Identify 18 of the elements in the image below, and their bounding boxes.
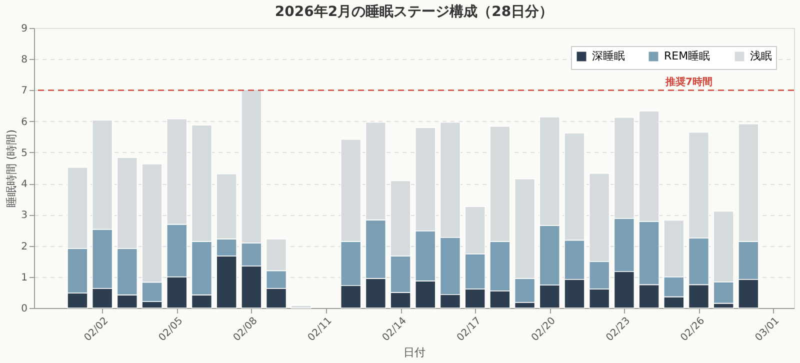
legend-label: REM睡眠 — [664, 50, 710, 63]
y-axis-title: 睡眠時間 (時間) — [5, 129, 18, 208]
y-tick-label: 9 — [21, 24, 28, 34]
legend-label: 浅眠 — [750, 50, 772, 63]
y-tick-label: 1 — [21, 272, 28, 284]
y-tick-label: 3 — [21, 210, 28, 222]
y-tick-label: 7 — [21, 86, 28, 97]
chart-title: 2026年2月の睡眠ステージ構成（28日分） — [274, 4, 554, 20]
ref-line-label: 推奨7時間 — [664, 76, 712, 88]
y-tick-label: 2 — [21, 241, 28, 252]
y-tick-label: 8 — [21, 54, 28, 66]
x-axis-title: 日付 — [404, 346, 426, 359]
legend-label: 深睡眠 — [592, 50, 625, 63]
y-tick-label: 5 — [21, 148, 28, 159]
y-tick-label: 0 — [21, 304, 28, 314]
y-tick-label: 6 — [21, 116, 28, 128]
bar — [290, 305, 312, 308]
y-tick-label: 4 — [21, 179, 28, 190]
